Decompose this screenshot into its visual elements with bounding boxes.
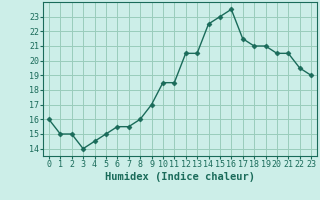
X-axis label: Humidex (Indice chaleur): Humidex (Indice chaleur) (105, 172, 255, 182)
